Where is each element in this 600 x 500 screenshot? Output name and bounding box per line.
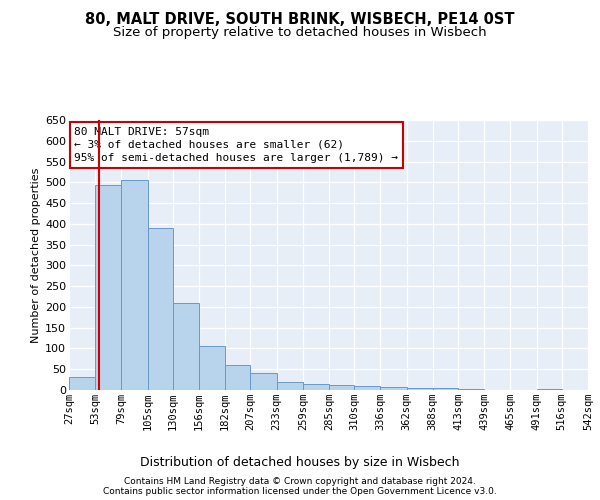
Text: Distribution of detached houses by size in Wisbech: Distribution of detached houses by size … [140,456,460,469]
Text: 80, MALT DRIVE, SOUTH BRINK, WISBECH, PE14 0ST: 80, MALT DRIVE, SOUTH BRINK, WISBECH, PE… [85,12,515,28]
Text: Contains HM Land Registry data © Crown copyright and database right 2024.: Contains HM Land Registry data © Crown c… [124,476,476,486]
Bar [303,384,329,390]
Text: Size of property relative to detached houses in Wisbech: Size of property relative to detached ho… [113,26,487,39]
Text: Contains public sector information licensed under the Open Government Licence v3: Contains public sector information licen… [103,486,497,496]
Bar [250,374,277,390]
Bar [121,180,148,390]
Bar [354,386,380,390]
Bar [225,366,250,390]
Bar [458,389,484,390]
Bar [148,228,173,390]
Bar [199,346,225,390]
Bar [69,376,95,390]
Bar [173,303,199,390]
Bar [380,387,407,390]
Bar [588,389,600,390]
Y-axis label: Number of detached properties: Number of detached properties [31,168,41,342]
Text: 80 MALT DRIVE: 57sqm
← 3% of detached houses are smaller (62)
95% of semi-detach: 80 MALT DRIVE: 57sqm ← 3% of detached ho… [74,126,398,163]
Bar [277,382,303,390]
Bar [329,386,354,390]
Bar [536,389,562,390]
Bar [407,388,433,390]
Bar [433,388,458,390]
Bar [95,185,121,390]
